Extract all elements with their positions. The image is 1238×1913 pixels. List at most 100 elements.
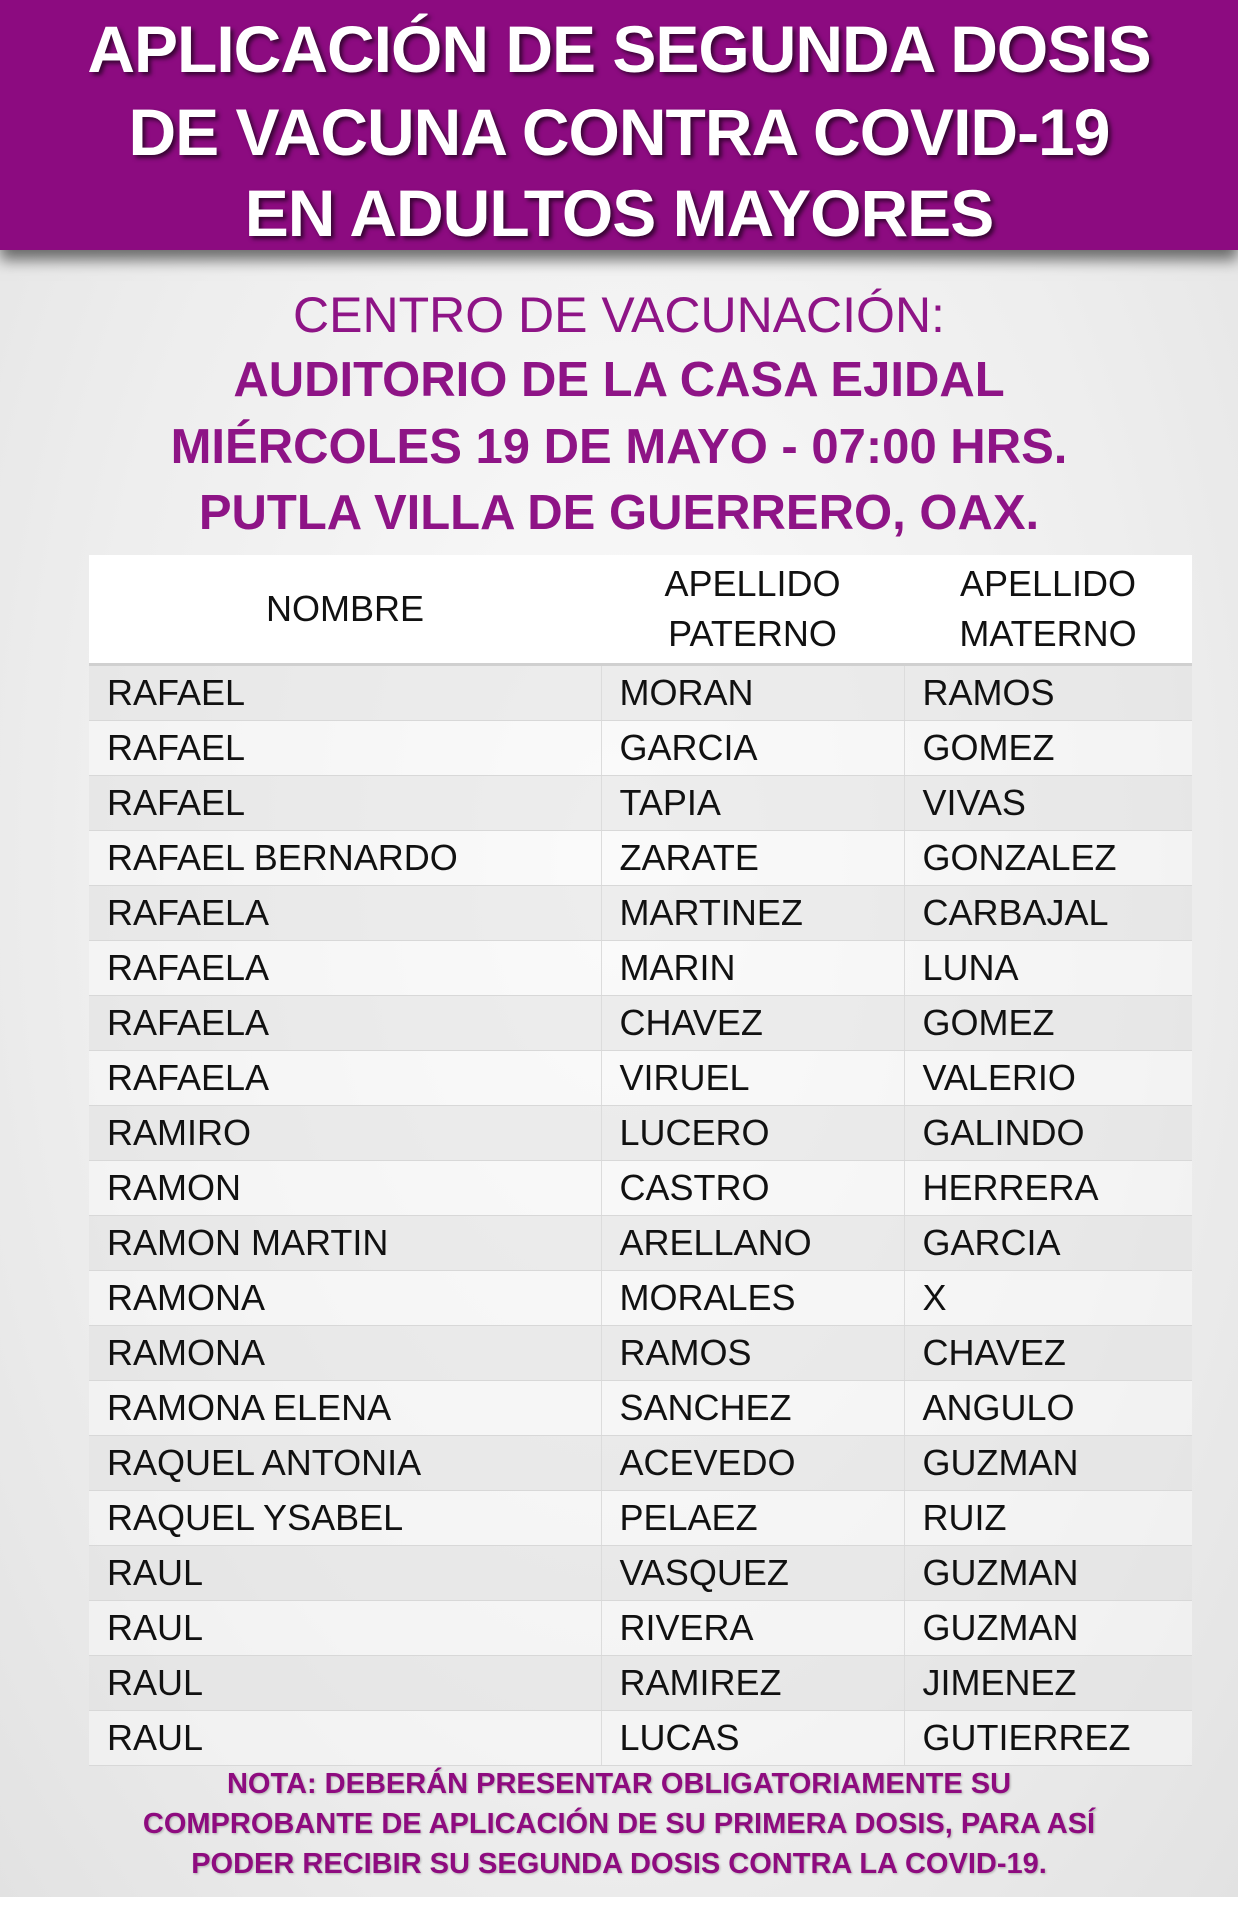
table-row: RAFAELA VIRUEL VALERIO <box>89 1050 1192 1106</box>
cell-apellido-paterno: RAMIREZ <box>600 1655 904 1711</box>
cell-apellido-paterno: TAPIA <box>600 775 904 831</box>
cell-nombre: RAFAEL <box>89 664 601 721</box>
center-label: CENTRO DE VACUNACIÓN: <box>293 287 945 343</box>
table-row: RAFAEL BERNARDO ZARATE GONZALEZ <box>89 830 1192 886</box>
cell-apellido-materno: CHAVEZ <box>903 1325 1192 1381</box>
cell-apellido-paterno: RIVERA <box>600 1600 904 1656</box>
header-nombre: NOMBRE <box>89 555 601 666</box>
cell-apellido-paterno: MORALES <box>600 1270 904 1326</box>
cell-apellido-paterno: ZARATE <box>600 830 904 886</box>
cell-nombre: RAUL <box>89 1710 601 1766</box>
cell-apellido-paterno: ARELLANO <box>600 1215 904 1271</box>
header-text: MATERNO <box>959 613 1137 654</box>
table-row: RAFAEL MORAN RAMOS <box>89 664 1192 721</box>
cell-nombre: RAMIRO <box>89 1105 601 1161</box>
cell-apellido-materno: GUZMAN <box>903 1435 1192 1491</box>
cell-nombre: RAQUEL YSABEL <box>89 1490 601 1546</box>
cell-apellido-materno: CARBAJAL <box>903 885 1192 941</box>
cell-apellido-paterno: LUCAS <box>600 1710 904 1766</box>
cell-apellido-paterno: CHAVEZ <box>600 995 904 1051</box>
cell-apellido-paterno: VASQUEZ <box>600 1545 904 1601</box>
date-time: MIÉRCOLES 19 DE MAYO - 07:00 HRS. <box>170 420 1068 474</box>
cell-nombre: RAFAELA <box>89 995 601 1051</box>
cell-apellido-materno: HERRERA <box>903 1160 1192 1216</box>
table-row: RAMON CASTRO HERRERA <box>89 1160 1192 1216</box>
table-row: RAMON MARTIN ARELLANO GARCIA <box>89 1215 1192 1271</box>
cell-apellido-materno: GOMEZ <box>903 995 1192 1051</box>
table-row: RAFAELA MARIN LUNA <box>89 940 1192 996</box>
table-row: RAMONA RAMOS CHAVEZ <box>89 1325 1192 1381</box>
header-apellido-paterno: APELLIDO PATERNO <box>601 555 904 666</box>
table-row: RAMONA MORALES X <box>89 1270 1192 1326</box>
cell-apellido-materno: RUIZ <box>903 1490 1192 1546</box>
vaccination-list-table: NOMBRE APELLIDO PATERNO APELLIDO MATERNO R… <box>89 555 1192 1766</box>
cell-apellido-paterno: GARCIA <box>600 720 904 776</box>
cell-nombre: RAUL <box>89 1545 601 1601</box>
cell-nombre: RAMONA ELENA <box>89 1380 601 1436</box>
cell-apellido-materno: GOMEZ <box>903 720 1192 776</box>
cell-apellido-materno: LUNA <box>903 940 1192 996</box>
title-line-1: APLICACIÓN DE SEGUNDA DOSIS <box>87 12 1151 86</box>
table-row: RAUL RIVERA GUZMAN <box>89 1600 1192 1656</box>
cell-apellido-paterno: CASTRO <box>600 1160 904 1216</box>
cell-nombre: RAFAELA <box>89 885 601 941</box>
cell-apellido-materno: GUZMAN <box>903 1545 1192 1601</box>
table-row: RAQUEL YSABEL PELAEZ RUIZ <box>89 1490 1192 1546</box>
cell-nombre: RAMON <box>89 1160 601 1216</box>
cell-nombre: RAFAELA <box>89 1050 601 1106</box>
cell-apellido-paterno: ACEVEDO <box>600 1435 904 1491</box>
table-row: RAUL VASQUEZ GUZMAN <box>89 1545 1192 1601</box>
table-row: RAFAEL TAPIA VIVAS <box>89 775 1192 831</box>
cell-nombre: RAUL <box>89 1655 601 1711</box>
note-line: COMPROBANTE DE APLICACIÓN DE SU PRIMERA … <box>142 1808 1096 1840</box>
cell-apellido-materno: VIVAS <box>903 775 1192 831</box>
cell-apellido-materno: GONZALEZ <box>903 830 1192 886</box>
cell-apellido-paterno: MARIN <box>600 940 904 996</box>
table-header-row: NOMBRE APELLIDO PATERNO APELLIDO MATERNO <box>89 555 1192 666</box>
cell-nombre: RAFAELA <box>89 940 601 996</box>
cell-nombre: RAFAEL <box>89 720 601 776</box>
table-row: RAMONA ELENA SANCHEZ ANGULO <box>89 1380 1192 1436</box>
cell-nombre: RAMONA <box>89 1270 601 1326</box>
cell-nombre: RAQUEL ANTONIA <box>89 1435 601 1491</box>
venue: AUDITORIO DE LA CASA EJIDAL <box>233 353 1005 407</box>
cell-apellido-materno: ANGULO <box>903 1380 1192 1436</box>
title-banner: APLICACIÓN DE SEGUNDA DOSIS DE VACUNA CO… <box>0 0 1238 250</box>
cell-apellido-materno: X <box>903 1270 1192 1326</box>
table-row: RAFAELA MARTINEZ CARBAJAL <box>89 885 1192 941</box>
cell-apellido-paterno: MORAN <box>600 664 904 721</box>
note-line: PODER RECIBIR SU SEGUNDA DOSIS CONTRA LA… <box>191 1848 1047 1880</box>
cell-apellido-materno: GUZMAN <box>903 1600 1192 1656</box>
cell-apellido-materno: GARCIA <box>903 1215 1192 1271</box>
table-row: RAUL RAMIREZ JIMENEZ <box>89 1655 1192 1711</box>
cell-apellido-paterno: RAMOS <box>600 1325 904 1381</box>
header-text: APELLIDO <box>959 563 1137 604</box>
header-apellido-materno: APELLIDO MATERNO <box>904 555 1192 666</box>
cell-apellido-paterno: VIRUEL <box>600 1050 904 1106</box>
cell-apellido-materno: VALERIO <box>903 1050 1192 1106</box>
cell-apellido-materno: GUTIERREZ <box>903 1710 1192 1766</box>
note: NOTA: DEBERÁN PRESENTAR OBLIGATORIAMENTE… <box>0 1764 1238 1884</box>
table-row: RAQUEL ANTONIA ACEVEDO GUZMAN <box>89 1435 1192 1491</box>
cell-apellido-materno: RAMOS <box>903 664 1192 721</box>
note-line: NOTA: DEBERÁN PRESENTAR OBLIGATORIAMENTE… <box>226 1768 1012 1800</box>
table-row: RAUL LUCAS GUTIERREZ <box>89 1710 1192 1766</box>
city: PUTLA VILLA DE GUERRERO, OAX. <box>198 486 1040 540</box>
table-row: RAMIRO LUCERO GALINDO <box>89 1105 1192 1161</box>
cell-apellido-paterno: LUCERO <box>600 1105 904 1161</box>
cell-nombre: RAMONA <box>89 1325 601 1381</box>
cell-apellido-paterno: PELAEZ <box>600 1490 904 1546</box>
cell-nombre: RAUL <box>89 1600 601 1656</box>
cell-nombre: RAMON MARTIN <box>89 1215 601 1271</box>
header-text: PATERNO <box>668 613 837 654</box>
header-text: APELLIDO <box>664 563 841 604</box>
cell-apellido-paterno: SANCHEZ <box>600 1380 904 1436</box>
cell-nombre: RAFAEL <box>89 775 601 831</box>
bottom-strip <box>0 1897 1238 1913</box>
table-row: RAFAEL GARCIA GOMEZ <box>89 720 1192 776</box>
cell-apellido-materno: GALINDO <box>903 1105 1192 1161</box>
cell-apellido-paterno: MARTINEZ <box>600 885 904 941</box>
title-line-3: EN ADULTOS MAYORES <box>244 176 994 250</box>
table-row: RAFAELA CHAVEZ GOMEZ <box>89 995 1192 1051</box>
title-line-2: DE VACUNA CONTRA COVID-19 <box>128 95 1111 169</box>
